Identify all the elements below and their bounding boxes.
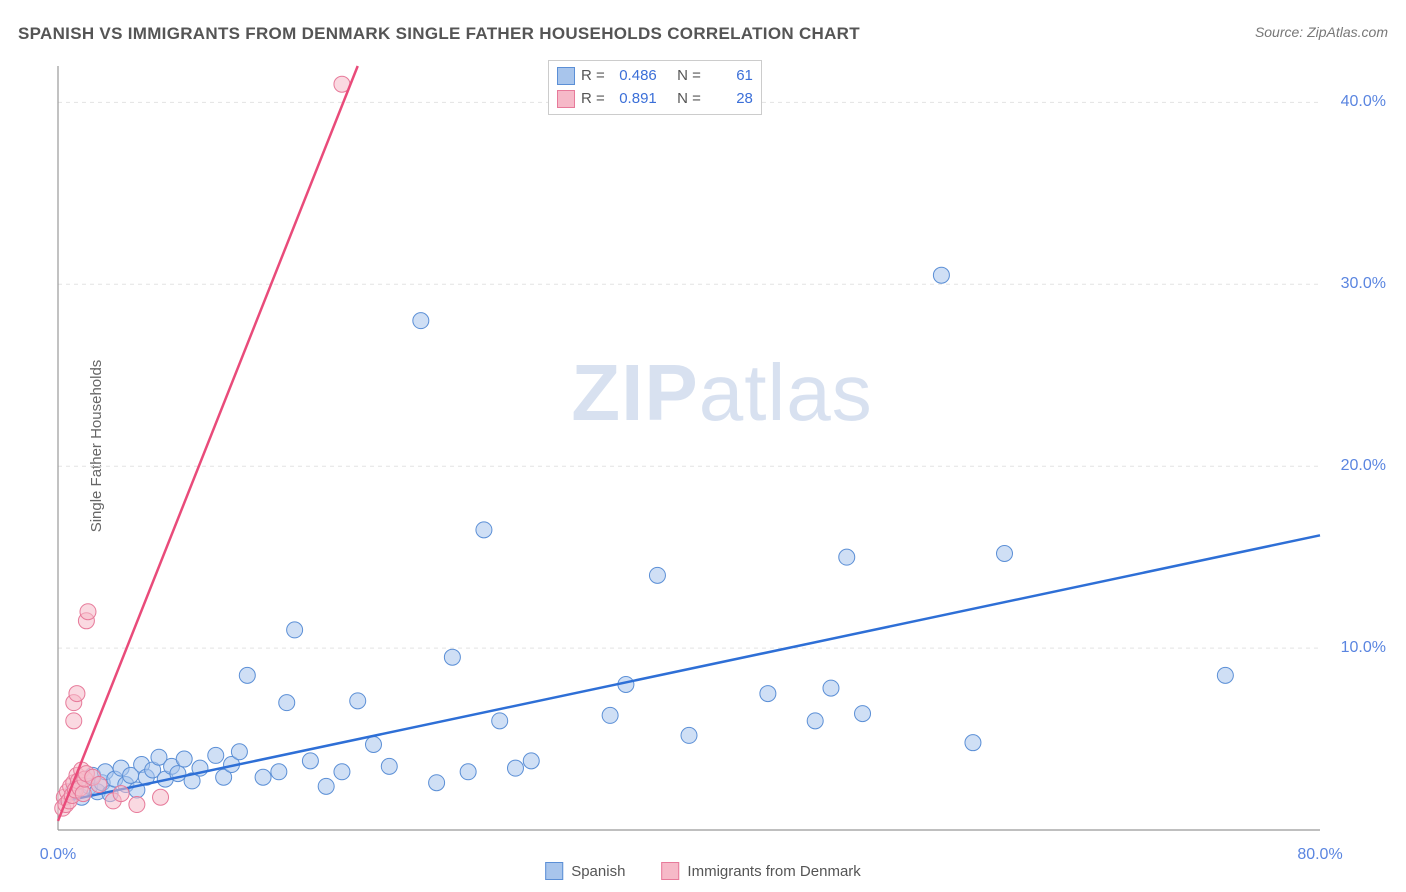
stats-row-denmark: R = 0.891 N = 28 (557, 88, 753, 111)
bottom-legend: Spanish Immigrants from Denmark (545, 862, 861, 880)
plot-area: ZIPatlas 10.0%20.0%30.0%40.0% 0.0%80.0% (54, 58, 1390, 838)
stats-legend-box: R = 0.486 N = 61 R = 0.891 N = 28 (548, 60, 762, 115)
legend-item-denmark: Immigrants from Denmark (661, 862, 860, 880)
swatch-spanish (557, 67, 575, 85)
swatch-denmark (557, 90, 575, 108)
y-tick-label: 40.0% (1341, 93, 1386, 111)
r-label: R = (581, 65, 605, 88)
y-tick-label: 20.0% (1341, 457, 1386, 475)
legend-label-spanish: Spanish (571, 863, 625, 880)
legend-label-denmark: Immigrants from Denmark (687, 863, 860, 880)
source-attribution: Source: ZipAtlas.com (1255, 24, 1388, 40)
chart-title: SPANISH VS IMMIGRANTS FROM DENMARK SINGL… (18, 24, 860, 44)
n-value-spanish: 61 (707, 65, 753, 88)
swatch-denmark (661, 862, 679, 880)
r-value-spanish: 0.486 (611, 65, 657, 88)
legend-item-spanish: Spanish (545, 862, 625, 880)
n-value-denmark: 28 (707, 88, 753, 111)
n-label: N = (677, 65, 701, 88)
stats-row-spanish: R = 0.486 N = 61 (557, 65, 753, 88)
scatter-chart (54, 58, 1390, 838)
r-label: R = (581, 88, 605, 111)
x-tick-label: 0.0% (40, 846, 76, 864)
swatch-spanish (545, 862, 563, 880)
y-tick-label: 30.0% (1341, 275, 1386, 293)
n-label: N = (677, 88, 701, 111)
y-tick-label: 10.0% (1341, 639, 1386, 657)
x-tick-label: 80.0% (1297, 846, 1342, 864)
r-value-denmark: 0.891 (611, 88, 657, 111)
